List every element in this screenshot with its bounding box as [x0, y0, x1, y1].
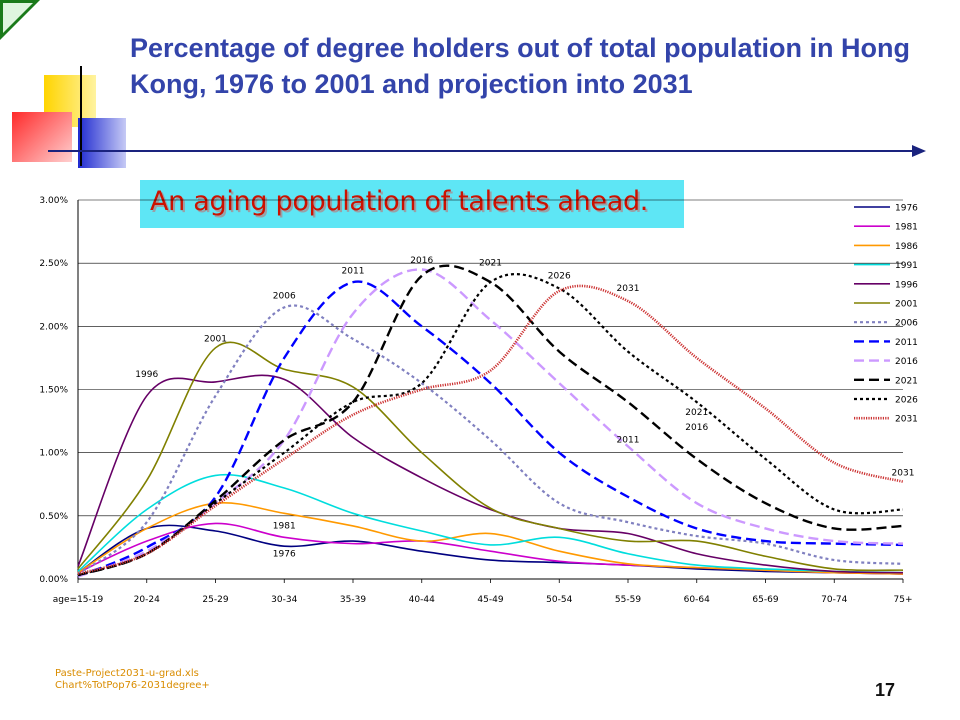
x-tick-label: 55-59 [615, 595, 641, 605]
banner-box [140, 180, 684, 228]
y-tick-label: 1.00% [39, 449, 68, 459]
annotation-label: 2011 [617, 436, 640, 446]
source-line: Paste-Project2031-u-grad.xls [55, 668, 199, 679]
annotation-label: 1981 [273, 521, 296, 531]
legend-label: 2021 [895, 376, 918, 386]
legend-label: 1996 [895, 280, 918, 290]
annotation-label: 2006 [273, 292, 296, 302]
legend-label: 1976 [895, 204, 918, 214]
x-tick-label: 70-74 [821, 595, 847, 605]
x-tick-label: age=15-19 [53, 595, 104, 605]
chart-annotations: 1976 1981 1996 2001 2006 2011 2016 2021 2026 2031… [135, 256, 914, 559]
title-rule [48, 150, 916, 152]
x-tick-label: 65-69 [752, 595, 778, 605]
annotation-label: 2001 [204, 334, 227, 344]
legend-label: 1986 [895, 242, 918, 252]
annotation-label: 2011 [342, 266, 365, 276]
series-line-2011 [77, 280, 904, 578]
legend-label: 2001 [895, 300, 918, 310]
series-line-1976 [77, 524, 904, 575]
y-tick-label: 3.00% [39, 196, 68, 206]
legend-label: 2011 [895, 338, 918, 348]
arrowhead-icon [912, 145, 926, 157]
y-tick-label: 2.50% [39, 259, 68, 269]
legend-label: 2026 [895, 396, 918, 406]
x-tick-label: 20-24 [134, 595, 160, 605]
series-line-2016 [77, 268, 904, 578]
chart-grid [77, 199, 903, 580]
annotation-label: 2016 [685, 423, 708, 433]
y-tick-label: 2.00% [39, 322, 68, 332]
x-tick-label: 75+ [894, 595, 913, 605]
series-line-1996 [77, 374, 904, 574]
annotation-label: 2021 [479, 259, 502, 269]
annotation-label: 2031 [617, 284, 640, 294]
banner-text: An aging population of talents ahead. [150, 186, 649, 217]
legend-label: 2016 [895, 357, 918, 367]
source-note: Paste-Project2031-u-grad.xls Chart%TotPo… [55, 668, 210, 692]
y-tick-label: 0.50% [39, 512, 68, 522]
annotation-label: 2026 [548, 271, 571, 281]
corner-triangle-icon [0, 0, 40, 40]
vertical-line-decoration [80, 66, 82, 166]
chart-series [77, 264, 904, 578]
annotation-label: 2031 [892, 468, 915, 478]
legend-label: 2031 [895, 415, 918, 425]
annotation-label: 1976 [273, 549, 296, 559]
x-axis-ticks: age=15-19 20-24 25-29 30-34 35-39 40-44 45-49 5… [53, 579, 913, 605]
series-line-2026 [77, 273, 904, 577]
legend-label: 1991 [895, 261, 918, 271]
annotation-label: 2016 [410, 256, 433, 266]
blue-square-decoration [78, 118, 126, 168]
series-line-2031 [77, 284, 904, 576]
y-tick-label: 1.50% [39, 386, 68, 396]
chart-legend: 1976 1981 1986 1991 1996 2001 2006 2011 2016 2021… [854, 204, 918, 425]
page-number: 17 [875, 680, 896, 700]
slide-title: Percentage of degree holders out of tota… [130, 33, 911, 99]
y-axis-ticks: 0.00% 0.50% 1.00% 1.50% 2.00% 2.50% 3.00% [39, 196, 68, 585]
x-tick-label: 30-34 [271, 595, 297, 605]
y-tick-label: 0.00% [39, 575, 68, 585]
annotation-label: 2021 [685, 408, 708, 418]
x-tick-label: 35-39 [340, 595, 366, 605]
legend-label: 1981 [895, 223, 918, 233]
x-tick-label: 25-29 [202, 595, 228, 605]
x-tick-label: 50-54 [546, 595, 572, 605]
x-tick-label: 40-44 [409, 595, 435, 605]
source-line: Chart%TotPop76-2031degree+ [55, 680, 210, 691]
x-tick-label: 45-49 [477, 595, 503, 605]
red-square-decoration [12, 112, 72, 162]
series-line-1991 [77, 473, 904, 574]
series-line-2021 [77, 264, 904, 577]
x-tick-label: 60-64 [684, 595, 710, 605]
series-line-2001 [77, 341, 904, 572]
annotation-label: 1996 [135, 370, 158, 380]
legend-label: 2006 [895, 319, 918, 329]
